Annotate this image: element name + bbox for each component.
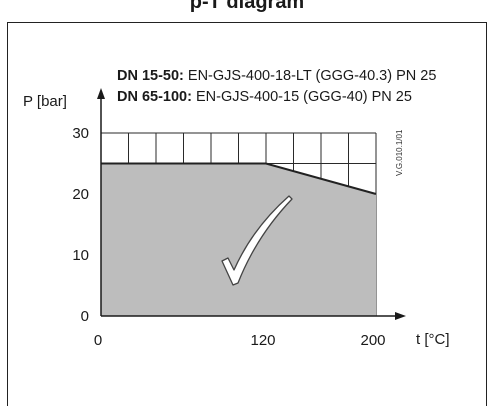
diagram-heading: p-T diagram (189, 0, 305, 13)
x-tick-label: 0 (94, 332, 102, 349)
note-label: DN 65-100: (117, 89, 192, 105)
figure-code: V.G.010.1/01 (395, 129, 404, 176)
permitted-area (101, 163, 376, 316)
note-label: DN 15-50: (117, 68, 184, 84)
note-text: EN-GJS-400-15 (GGG-40) PN 25 (191, 89, 412, 105)
x-tick-label: 120 (250, 332, 275, 349)
y-axis-arrow (97, 88, 105, 99)
x-axis-label: t [°C] (416, 331, 450, 348)
y-tick-label: 10 (72, 247, 89, 264)
axes (97, 88, 406, 320)
pressure-limit-line (101, 162, 377, 195)
y-tick-label: 20 (72, 186, 89, 203)
x-tick-label: 200 (360, 332, 385, 349)
note-text: EN-GJS-400-18-LT (GGG-40.3) PN 25 (183, 68, 437, 84)
figure-frame (7, 22, 487, 406)
tick-labels: 0 10 20 30 0 120 200 (72, 125, 385, 349)
checkmark-icon (221, 195, 293, 286)
material-note-dn15-50: DN 15-50: EN-GJS-400-18-LT (GGG-40.3) PN… (117, 68, 436, 84)
material-note-dn65-100: DN 65-100: EN-GJS-400-15 (GGG-40) PN 25 (117, 89, 412, 105)
y-tick-label: 30 (72, 125, 89, 142)
y-tick-label: 0 (81, 308, 89, 325)
y-axis-label: P [bar] (23, 93, 67, 110)
x-axis-arrow (395, 312, 406, 320)
